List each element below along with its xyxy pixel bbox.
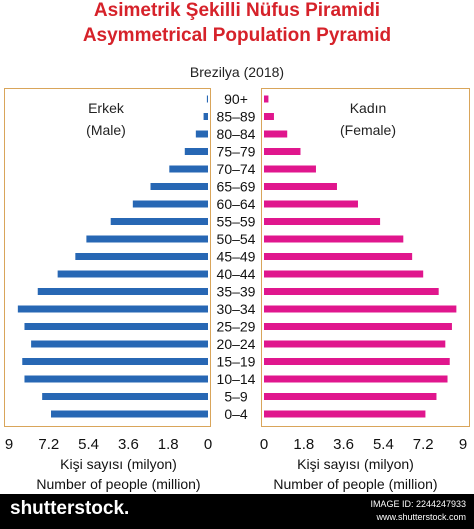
x-tick-left-1: 7.2 xyxy=(38,436,59,453)
age-label-25-29: 25–29 xyxy=(217,319,256,335)
female-label-tr: Kadın xyxy=(349,100,387,116)
female-bar-80-84 xyxy=(264,130,288,138)
female-bar-85-89 xyxy=(264,113,274,120)
female-bar-5-9 xyxy=(264,393,437,400)
male-bar-75-79 xyxy=(184,148,208,155)
female-bar-30-34 xyxy=(264,305,457,313)
male-bar-65-69 xyxy=(150,183,208,190)
x-tick-right-3: 5.4 xyxy=(373,436,394,453)
female-bar-15-19 xyxy=(264,358,450,365)
x-tick-right-0: 0 xyxy=(260,436,268,453)
male-label: Erkek (Male) xyxy=(66,97,146,141)
age-label-65-69: 65–69 xyxy=(217,179,256,195)
male-bar-15-19 xyxy=(22,358,209,365)
age-label-30-34: 30–34 xyxy=(217,301,256,317)
x-tick-right-1: 1.8 xyxy=(293,436,314,453)
female-bar-75-79 xyxy=(264,148,301,155)
watermark-footer: shutterstock. IMAGE ID: 2244247933 www.s… xyxy=(0,494,474,529)
x-axis-label-tr-right: Kişi sayısı (milyon) xyxy=(297,456,414,472)
male-bar-40-44 xyxy=(57,270,209,278)
male-bar-5-9 xyxy=(42,393,208,400)
x-tick-left-0: 9 xyxy=(5,436,13,453)
x-tick-left-5: 0 xyxy=(204,436,212,453)
female-bar-20-24 xyxy=(264,340,446,348)
x-tick-left-4: 1.8 xyxy=(158,436,179,453)
female-bar-50-54 xyxy=(264,235,404,243)
female-bar-70-74 xyxy=(264,165,316,173)
footer-image-id: IMAGE ID: 2244247933 xyxy=(370,499,466,509)
age-label-90+: 90+ xyxy=(224,91,248,107)
age-label-40-44: 40–44 xyxy=(217,266,256,282)
age-label-10-14: 10–14 xyxy=(217,371,256,387)
female-label-en: (Female) xyxy=(339,122,396,138)
x-tick-right-5: 9 xyxy=(459,436,467,453)
footer-site: www.shutterstock.com xyxy=(376,512,466,522)
x-axis-label-en-left: Number of people (million) xyxy=(36,476,201,492)
age-label-5-9: 5–9 xyxy=(224,389,248,405)
male-label-en: (Male) xyxy=(86,122,126,138)
female-bar-0-4 xyxy=(264,410,426,418)
male-bar-70-74 xyxy=(169,165,208,173)
x-axis-label-en-right: Number of people (million) xyxy=(273,476,438,492)
male-label-tr: Erkek xyxy=(88,100,124,116)
footer-brand: shutterstock. xyxy=(10,498,130,519)
male-bar-10-14 xyxy=(24,375,208,383)
male-bar-0-4 xyxy=(51,410,209,418)
female-bar-35-39 xyxy=(264,288,439,295)
x-tick-left-3: 3.6 xyxy=(118,436,139,453)
male-bar-30-34 xyxy=(17,305,208,313)
x-tick-right-2: 3.6 xyxy=(333,436,354,453)
female-bar-10-14 xyxy=(264,375,448,383)
x-tick-right-4: 7.2 xyxy=(413,436,434,453)
male-bar-50-54 xyxy=(86,235,208,243)
male-bar-45-49 xyxy=(75,253,208,260)
age-label-55-59: 55–59 xyxy=(217,214,256,230)
female-bar-25-29 xyxy=(264,323,452,330)
male-bar-80-84 xyxy=(195,130,208,138)
female-bar-60-64 xyxy=(264,200,358,208)
age-label-70-74: 70–74 xyxy=(217,161,256,177)
male-bar-85-89 xyxy=(203,113,208,120)
female-bar-45-49 xyxy=(264,253,413,260)
age-label-85-89: 85–89 xyxy=(217,109,256,125)
title-english: Asymmetrical Population Pyramid xyxy=(82,25,392,46)
x-tick-left-2: 5.4 xyxy=(78,436,99,453)
male-bar-90+ xyxy=(206,95,208,103)
male-bar-60-64 xyxy=(132,200,208,208)
female-bar-55-59 xyxy=(264,218,381,225)
female-bar-90+ xyxy=(264,95,269,103)
age-label-75-79: 75–79 xyxy=(217,144,256,160)
male-panel-frame xyxy=(4,88,211,427)
age-label-0-4: 0–4 xyxy=(224,406,248,422)
x-axis-label-tr-left: Kişi sayısı (milyon) xyxy=(60,456,177,472)
title-turkish: Asimetrik Şekilli Nüfus Piramidi xyxy=(93,0,381,21)
age-label-15-19: 15–19 xyxy=(217,354,256,370)
female-label: Kadın (Female) xyxy=(328,97,408,141)
age-label-60-64: 60–64 xyxy=(217,196,256,212)
age-label-45-49: 45–49 xyxy=(217,249,256,265)
male-bar-35-39 xyxy=(37,288,208,295)
male-bar-25-29 xyxy=(24,323,208,330)
male-bar-20-24 xyxy=(31,340,208,348)
female-panel-frame xyxy=(261,88,470,427)
female-bar-65-69 xyxy=(264,183,337,190)
chart-subtitle: Brezilya (2018) xyxy=(189,64,285,80)
age-label-80-84: 80–84 xyxy=(217,126,256,142)
age-label-20-24: 20–24 xyxy=(217,336,256,352)
age-label-35-39: 35–39 xyxy=(217,284,256,300)
male-bar-55-59 xyxy=(110,218,208,225)
female-bar-40-44 xyxy=(264,270,424,278)
age-label-50-54: 50–54 xyxy=(217,231,256,247)
